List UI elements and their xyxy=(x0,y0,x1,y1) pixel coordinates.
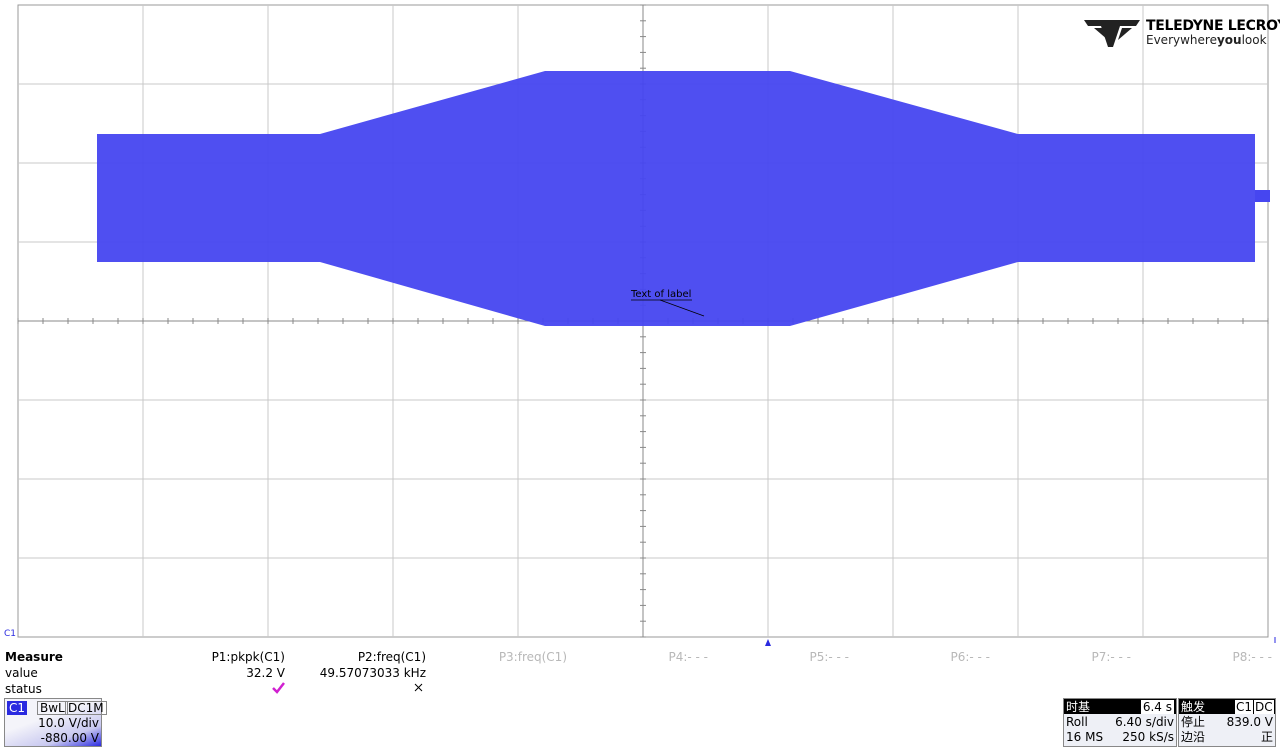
trigger-state: 停止 xyxy=(1181,715,1206,729)
measure-column-name[interactable]: P1:pkpk(C1) xyxy=(211,650,285,664)
tagline-part: Everywhere xyxy=(1146,33,1217,47)
channel-offset: -880.00 V xyxy=(40,731,99,745)
tagline-part: you xyxy=(1216,33,1242,47)
measure-value: 49.57073033 kHz xyxy=(319,666,426,680)
channel-box[interactable]: C1 BwL DC1M 10.0 V/div -880.00 V xyxy=(4,698,107,747)
waveform-tail xyxy=(1255,190,1270,202)
channel-scale: 10.0 V/div xyxy=(38,716,99,730)
timebase-samples: 16 MS xyxy=(1066,730,1104,744)
trigger-level: 839.0 V xyxy=(1226,715,1273,729)
annotation-label: Text of label xyxy=(631,289,692,300)
measure-column-name[interactable]: P3:freq(C1) xyxy=(498,650,567,664)
timebase-box[interactable]: 时基 6.4 s Roll 6.40 s/div 16 MS 250 kS/s xyxy=(1063,698,1177,747)
trigger-coupling: DC xyxy=(1254,700,1274,714)
status-warn xyxy=(414,683,423,692)
trigger-type: 边沿 xyxy=(1181,730,1206,744)
measure-column-name[interactable]: P4:- - - xyxy=(668,650,708,664)
measure-column-name[interactable]: P6:- - - xyxy=(950,650,990,664)
timebase-mode: Roll xyxy=(1066,715,1088,729)
trigger-box[interactable]: 触发 C1 DC 停止 839.0 V 边沿 正 xyxy=(1178,698,1276,747)
row-label: status xyxy=(5,682,42,696)
measure-value: 32.2 V xyxy=(246,666,285,680)
measure-column-name[interactable]: P8:- - - xyxy=(1232,650,1272,664)
timebase-label: 时基 xyxy=(1066,700,1091,714)
channel-name: C1 xyxy=(7,701,28,715)
logo-brand: TELEDYNE LECROY xyxy=(1146,18,1280,34)
logo-tagline: Everywhereyoulook xyxy=(1146,33,1267,47)
status-ok xyxy=(272,682,285,694)
trigger-slope: 正 xyxy=(1260,730,1273,744)
measure-column-name[interactable]: P5:- - - xyxy=(809,650,849,664)
timebase-rate: 250 kS/s xyxy=(1122,730,1174,744)
channel-coupling: DC1M xyxy=(65,701,107,715)
tagline-part: look xyxy=(1241,33,1267,47)
logo-icon xyxy=(1084,20,1140,47)
timebase-scale: 6.40 s/div xyxy=(1115,715,1174,729)
trigger-source: C1 xyxy=(1235,700,1255,714)
row-label: value xyxy=(5,666,38,680)
measure-column-name[interactable]: P7:- - - xyxy=(1091,650,1131,664)
trigger-label: 触发 xyxy=(1181,700,1206,714)
label-leader xyxy=(659,299,705,317)
measure-column-name[interactable]: P2:freq(C1) xyxy=(357,650,426,664)
waveform xyxy=(97,71,1255,326)
channel-marker: C1 xyxy=(4,629,17,639)
measure-title: Measure xyxy=(5,650,63,664)
waveform-display xyxy=(17,4,1270,646)
channel-bandwidth: BwL xyxy=(37,701,68,715)
timebase-delay: 6.4 s xyxy=(1140,700,1174,714)
trigger-marker xyxy=(765,639,771,646)
